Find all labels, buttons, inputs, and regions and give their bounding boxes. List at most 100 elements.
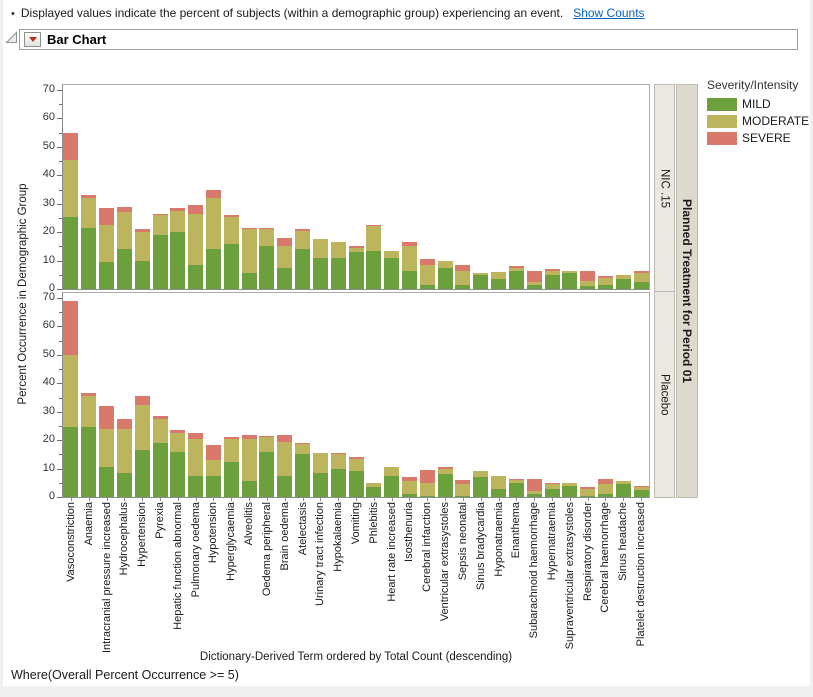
bar-phlebitis[interactable] (366, 225, 382, 289)
bar-subarachnoid-haemorrhage[interactable] (526, 478, 542, 497)
bar-segment-mild[interactable] (401, 494, 417, 497)
bar-anaemia[interactable] (81, 393, 97, 497)
bar-segment-moderate[interactable] (277, 246, 293, 268)
bar-segment-mild[interactable] (633, 489, 649, 497)
bar-segment-mild[interactable] (562, 485, 578, 497)
bar-segment-moderate[interactable] (116, 428, 132, 473)
bar-cerebral-infarction[interactable] (419, 470, 435, 497)
bar-segment-mild[interactable] (259, 246, 275, 289)
bar-segment-moderate[interactable] (455, 484, 471, 496)
bar-intracranial-pressure-increased[interactable] (99, 207, 115, 289)
bar-hyponatraemia[interactable] (491, 271, 507, 289)
bar-segment-severe[interactable] (99, 406, 115, 429)
bar-segment-moderate[interactable] (277, 441, 293, 476)
bar-segment-mild[interactable] (473, 477, 489, 497)
bar-segment-mild[interactable] (633, 281, 649, 289)
bar-segment-severe[interactable] (401, 477, 417, 482)
bar-atelectasis[interactable] (295, 443, 311, 497)
bar-atelectasis[interactable] (295, 229, 311, 289)
bar-segment-mild[interactable] (437, 474, 453, 497)
bar-segment-moderate[interactable] (241, 229, 257, 274)
bar-segment-mild[interactable] (134, 450, 150, 497)
bar-hypokalaemia[interactable] (330, 242, 346, 289)
bar-segment-severe[interactable] (152, 213, 168, 216)
bar-segment-severe[interactable] (348, 246, 364, 248)
bar-segment-moderate[interactable] (491, 475, 507, 489)
bar-segment-mild[interactable] (330, 257, 346, 289)
bar-hypokalaemia[interactable] (330, 453, 346, 497)
bar-segment-mild[interactable] (116, 472, 132, 497)
bar-segment-severe[interactable] (633, 485, 649, 488)
bar-segment-moderate[interactable] (170, 433, 186, 452)
bar-segment-mild[interactable] (241, 481, 257, 497)
bar-segment-mild[interactable] (259, 451, 275, 497)
bar-segment-severe[interactable] (188, 433, 204, 439)
bar-segment-moderate[interactable] (223, 216, 239, 244)
bar-segment-moderate[interactable] (312, 452, 328, 473)
bar-brain-oedema[interactable] (277, 237, 293, 289)
bar-segment-moderate[interactable] (562, 482, 578, 486)
bar-segment-severe[interactable] (508, 266, 524, 268)
bar-vomiting[interactable] (348, 457, 364, 497)
bar-segment-mild[interactable] (348, 471, 364, 497)
bar-segment-mild[interactable] (170, 451, 186, 497)
bar-segment-severe[interactable] (580, 270, 596, 281)
bar-segment-moderate[interactable] (455, 270, 471, 285)
bar-segment-mild[interactable] (348, 252, 364, 289)
bar-segment-moderate[interactable] (615, 481, 631, 485)
bar-segment-mild[interactable] (366, 250, 382, 289)
bar-segment-mild[interactable] (277, 267, 293, 289)
bar-segment-severe[interactable] (348, 457, 364, 459)
bar-hypernatraemia[interactable] (544, 482, 560, 497)
bar-segment-moderate[interactable] (401, 481, 417, 495)
bar-segment-moderate[interactable] (401, 246, 417, 271)
bar-sinus-bradycardia[interactable] (473, 471, 489, 497)
bar-segment-mild[interactable] (580, 286, 596, 289)
bar-brain-oedema[interactable] (277, 434, 293, 497)
bar-segment-moderate[interactable] (81, 396, 97, 428)
bar-segment-moderate[interactable] (491, 271, 507, 279)
bar-segment-moderate[interactable] (330, 242, 346, 258)
bar-subarachnoid-haemorrhage[interactable] (526, 270, 542, 289)
bar-segment-severe[interactable] (63, 132, 79, 160)
bar-segment-severe[interactable] (597, 276, 613, 278)
bar-segment-moderate[interactable] (134, 232, 150, 261)
red-triangle-menu-button[interactable] (24, 32, 41, 47)
bar-segment-moderate[interactable] (366, 482, 382, 487)
bar-segment-mild[interactable] (544, 488, 560, 497)
bar-hypertension[interactable] (134, 396, 150, 497)
disclosure-triangle-icon[interactable] (5, 31, 18, 44)
bar-segment-mild[interactable] (526, 284, 542, 289)
bar-segment-mild[interactable] (277, 475, 293, 497)
bar-segment-mild[interactable] (223, 243, 239, 289)
bar-segment-severe[interactable] (277, 434, 293, 442)
bar-segment-moderate[interactable] (544, 270, 560, 275)
bar-segment-mild[interactable] (81, 227, 97, 289)
bar-segment-moderate[interactable] (526, 491, 542, 495)
bar-segment-mild[interactable] (116, 249, 132, 289)
bar-segment-moderate[interactable] (419, 482, 435, 496)
bar-segment-moderate[interactable] (205, 198, 221, 250)
bar-segment-mild[interactable] (366, 487, 382, 497)
bar-segment-mild[interactable] (63, 427, 79, 497)
bar-segment-moderate[interactable] (170, 210, 186, 233)
bar-segment-severe[interactable] (419, 470, 435, 483)
bar-segment-mild[interactable] (508, 270, 524, 289)
bar-segment-mild[interactable] (295, 454, 311, 497)
bar-segment-severe[interactable] (188, 205, 204, 214)
bar-segment-severe[interactable] (419, 259, 435, 265)
bar-segment-severe[interactable] (134, 396, 150, 405)
bar-segment-mild[interactable] (152, 235, 168, 289)
bar-segment-severe[interactable] (116, 418, 132, 429)
bar-segment-mild[interactable] (544, 274, 560, 289)
bar-segment-moderate[interactable] (348, 458, 364, 472)
bar-segment-mild[interactable] (437, 267, 453, 289)
bar-hepatic-function-abnormal[interactable] (170, 208, 186, 289)
bar-segment-moderate[interactable] (597, 277, 613, 285)
bar-ventricular-extrasystoles[interactable] (437, 467, 453, 497)
bar-segment-mild[interactable] (63, 216, 79, 289)
bar-segment-moderate[interactable] (384, 250, 400, 258)
bar-hydrocephalus[interactable] (116, 206, 132, 289)
bar-segment-moderate[interactable] (366, 226, 382, 251)
bar-platelet-destruction-increased[interactable] (633, 485, 649, 497)
